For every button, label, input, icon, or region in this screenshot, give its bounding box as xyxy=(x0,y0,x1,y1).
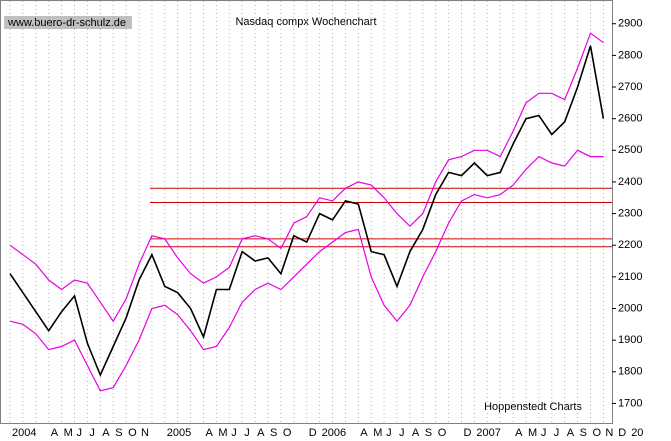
x-tick-label: J xyxy=(77,427,83,439)
x-tick-label: 2007 xyxy=(476,427,500,439)
x-tick-label: A xyxy=(102,427,110,439)
y-tick-label: 2700 xyxy=(618,81,642,93)
x-tick-label: A xyxy=(257,427,265,439)
x-tick-label: N xyxy=(605,427,613,439)
x-tick-label: O xyxy=(283,427,292,439)
plot-frame xyxy=(0,0,613,424)
x-tick-label: J xyxy=(386,427,392,439)
series-line xyxy=(9,32,604,323)
x-tick-label: A xyxy=(51,427,59,439)
x-tick-label: D xyxy=(618,427,626,439)
watermark: www.buero-dr-schulz.de xyxy=(7,17,126,29)
x-tick-label: J xyxy=(541,427,547,439)
source-label: Hoppenstedt Charts xyxy=(484,401,582,413)
x-tick-label: D xyxy=(309,427,317,439)
x-tick-label: M xyxy=(373,427,382,439)
chart-title: Nasdaq compx Wochenchart xyxy=(235,16,376,28)
x-tick-label: N xyxy=(141,427,149,439)
x-tick-label: A xyxy=(360,427,368,439)
x-tick-label: A xyxy=(567,427,575,439)
x-tick-label: S xyxy=(425,427,432,439)
x-tick-label: 2006 xyxy=(322,427,346,439)
x-tick-label: M xyxy=(528,427,537,439)
x-tick-label: J xyxy=(399,427,405,439)
y-tick-label: 2800 xyxy=(618,49,642,61)
y-tick-label: 2200 xyxy=(618,239,642,251)
x-tick-label: J xyxy=(554,427,560,439)
x-tick-label: A xyxy=(206,427,214,439)
y-tick-label: 2400 xyxy=(618,176,642,188)
x-tick-label: M xyxy=(218,427,227,439)
series-line xyxy=(9,149,604,392)
y-tick-label: 2300 xyxy=(618,207,642,219)
x-tick-label: O xyxy=(128,427,137,439)
y-tick-label: 1900 xyxy=(618,334,642,346)
x-tick-label: A xyxy=(515,427,523,439)
series-line xyxy=(9,45,605,378)
x-tick-label: S xyxy=(580,427,587,439)
x-tick-label: J xyxy=(244,427,250,439)
x-tick-label: S xyxy=(270,427,277,439)
x-tick-label: 20 xyxy=(631,427,643,439)
y-tick-label: 2100 xyxy=(618,271,642,283)
x-tick-label: O xyxy=(593,427,602,439)
x-tick-label: M xyxy=(64,427,73,439)
x-tick-label: J xyxy=(89,427,95,439)
y-tick-label: 2600 xyxy=(618,113,642,125)
y-tick-label: 2900 xyxy=(618,18,642,30)
x-tick-label: D xyxy=(464,427,472,439)
x-tick-label: 2005 xyxy=(167,427,191,439)
x-tick-label: O xyxy=(438,427,447,439)
x-tick-label: A xyxy=(412,427,420,439)
y-tick-label: 2500 xyxy=(618,144,642,156)
x-tick-label: J xyxy=(231,427,237,439)
x-tick-label: 2004 xyxy=(12,427,36,439)
x-tick-label: S xyxy=(115,427,122,439)
y-tick-label: 1700 xyxy=(618,397,642,409)
y-tick-label: 1800 xyxy=(618,366,642,378)
y-tick-label: 2000 xyxy=(618,302,642,314)
